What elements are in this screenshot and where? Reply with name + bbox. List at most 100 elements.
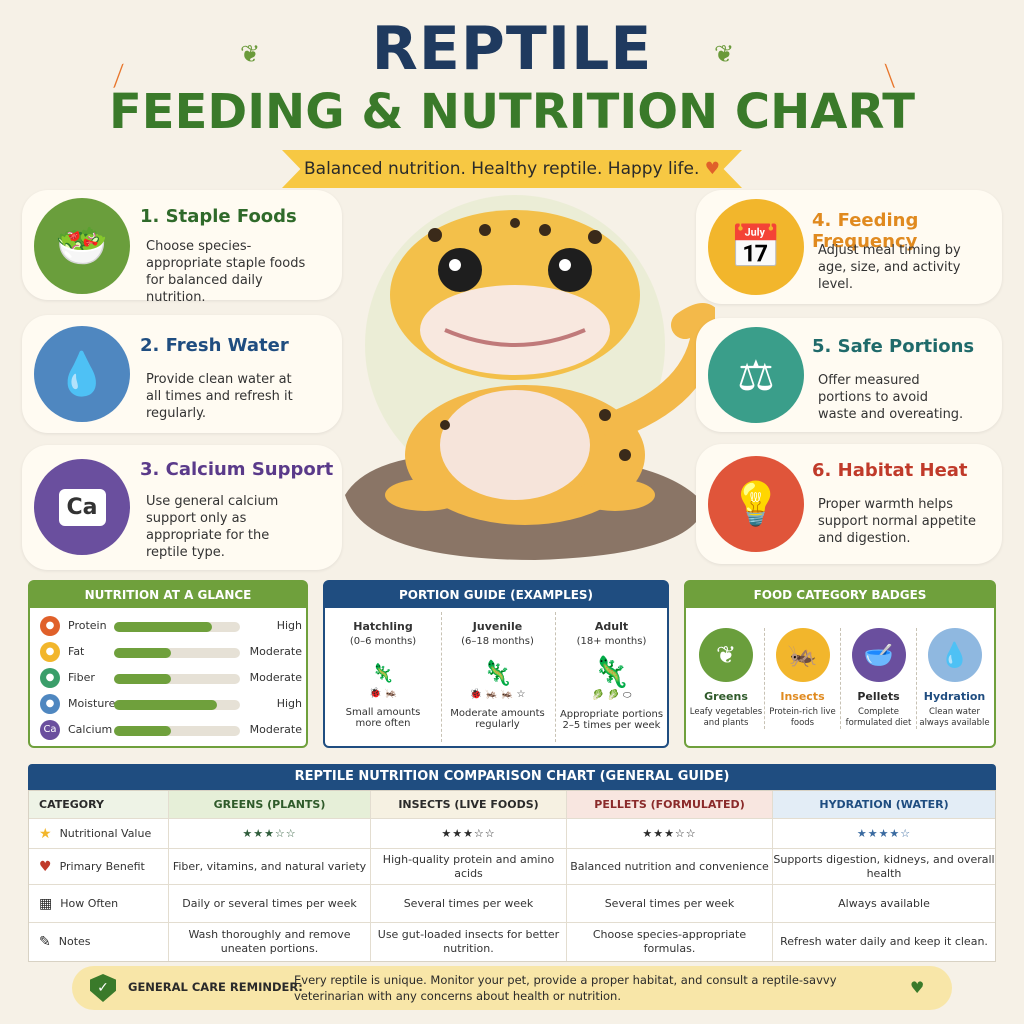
- heart-icon: ♥: [704, 159, 721, 179]
- nutrient-icon: Ca: [40, 720, 60, 740]
- table-row: ✎ Notes Wash thoroughly and remove uneate…: [29, 923, 995, 961]
- reminder-label: GENERAL CARE REMINDER:: [128, 980, 303, 994]
- table-cell: ★★★☆☆: [567, 819, 773, 848]
- gecko-silhouette-icon: 🦎: [371, 663, 395, 684]
- tagline-ribbon: Balanced nutrition. Healthy reptile. Hap…: [282, 150, 742, 188]
- portion-col-hatchling: Hatchling (0–6 months) 🦎 🐞 🦗 Small amoun…: [327, 612, 439, 742]
- table-cell: Wash thoroughly and remove uneaten porti…: [169, 923, 371, 961]
- comparison-table: CATEGORY GREENS (PLANTS) INSECTS (LIVE F…: [28, 790, 996, 962]
- nutrient-bar: [114, 726, 240, 736]
- calendar-clock-icon: 📅: [708, 199, 804, 295]
- food-category-badges-panel: FOOD CATEGORY BADGES ❦ Greens Leafy vege…: [684, 580, 996, 748]
- food-pieces-icon: 🥬 🥬 ⬭: [591, 690, 632, 701]
- nutrient-level: Moderate: [249, 723, 302, 736]
- table-row: ♥ Primary Benefit Fiber, vitamins, and na…: [29, 849, 995, 885]
- badge-hydration: 💧 Hydration Clean water always available: [916, 628, 992, 729]
- nutrient-level: High: [276, 697, 302, 710]
- table-cell: Fiber, vitamins, and natural variety: [169, 849, 371, 884]
- leopard-gecko-illustration: [345, 195, 715, 560]
- table-cell: Always available: [838, 896, 930, 910]
- nutrient-level: High: [276, 619, 302, 632]
- table-cell: ★★★☆☆: [169, 819, 371, 848]
- nutrition-row: ● Protein High: [40, 616, 302, 636]
- food-pieces-icon: 🐞 🦗: [368, 688, 398, 699]
- card-title: 2. Fresh Water: [140, 335, 289, 356]
- nutrient-bar: [114, 674, 240, 684]
- table-cell: Several times per week: [371, 885, 567, 922]
- row-label: ★ Nutritional Value: [29, 819, 169, 848]
- care-reminder-banner: ✓ GENERAL CARE REMINDER: Every reptile i…: [72, 966, 952, 1010]
- water-bowl-icon: 💧: [34, 326, 130, 422]
- notes-icon: ✎: [39, 934, 51, 950]
- table-cell: Supports digestion, kidneys, and overall…: [773, 852, 995, 880]
- row-label: ♥ Primary Benefit: [29, 849, 169, 884]
- panel-title: FOOD CATEGORY BADGES: [686, 582, 994, 608]
- table-cell: Choose species-appropriate formulas.: [567, 923, 773, 961]
- calcium-jar-icon: Ca: [34, 459, 130, 555]
- table-header: INSECTS (LIVE FOODS): [371, 791, 567, 818]
- card-habitat-heat: 💡 6. Habitat Heat Proper warmth helps su…: [696, 444, 1002, 564]
- table-cell: High-quality protein and amino acids: [371, 849, 567, 884]
- nutrient-icon: ●: [40, 694, 60, 714]
- card-feeding-frequency: 📅 4. Feeding Frequency Adjust meal timin…: [696, 190, 1002, 304]
- nutrition-row: Ca Calcium Moderate: [40, 720, 302, 740]
- card-desc: Proper warmth helps support normal appet…: [818, 497, 976, 546]
- row-label: ▦ How Often: [29, 885, 169, 922]
- card-desc: Provide clean water at all times and ref…: [146, 372, 293, 421]
- nutrient-level: Moderate: [249, 645, 302, 658]
- page-title-line1: REPTILE: [371, 14, 653, 84]
- heart-icon: ♥: [39, 858, 52, 875]
- calendar-icon: ▦: [39, 895, 53, 912]
- panel-title: NUTRITION AT A GLANCE: [30, 582, 306, 608]
- reminder-text: Every reptile is unique. Monitor your pe…: [294, 973, 837, 1003]
- card-desc: Adjust meal timing by age, size, and act…: [818, 243, 961, 292]
- card-title: 3. Calcium Support: [140, 459, 334, 480]
- table-header: GREENS (PLANTS): [169, 791, 371, 818]
- salad-bowl-icon: 🥗: [34, 198, 130, 294]
- card-title: 5. Safe Portions: [812, 336, 975, 357]
- star-icon: ★: [39, 825, 52, 842]
- nutrition-at-a-glance-panel: NUTRITION AT A GLANCE ● Protein High ● Fat Mo…: [28, 580, 308, 748]
- heart-icon: ♥: [910, 978, 925, 997]
- badge-pellets: 🥣 Pellets Complete formulated diet: [840, 628, 916, 729]
- portion-guide-panel: PORTION GUIDE (EXAMPLES) Hatchling (0–6 …: [323, 580, 669, 748]
- nutrient-icon: ●: [40, 616, 60, 636]
- nutrient-label: Calcium: [68, 723, 113, 736]
- heat-lamp-icon: 💡: [708, 456, 804, 552]
- badge-insects: 🦗 Insects Protein-rich live foods: [764, 628, 840, 729]
- badge-greens: ❦ Greens Leafy vegetables and plants: [688, 628, 764, 729]
- table-cell: Refresh water daily and keep it clean.: [780, 935, 988, 948]
- card-title: 4. Feeding Frequency: [812, 210, 919, 252]
- portion-col-juvenile: Juvenile (6–18 months) 🦎 🐞 🦗 🦗 ☆ Moderat…: [441, 612, 553, 742]
- card-desc: Use general calcium support only as appr…: [146, 494, 279, 560]
- nutrient-icon: ●: [40, 668, 60, 688]
- nutrient-label: Fat: [68, 645, 85, 658]
- nutrient-icon: ●: [40, 642, 60, 662]
- card-staple-foods: 🥗 1. Staple Foods Choose species-appropr…: [22, 190, 342, 305]
- table-cell: Several times per week: [567, 885, 773, 922]
- card-safe-portions: ⚖ 5. Safe Portions Offer measured portio…: [696, 318, 1002, 432]
- page-title-line2: FEEDING & NUTRITION CHART: [108, 84, 915, 140]
- card-title: 6. Habitat Heat: [812, 460, 968, 481]
- gecko-silhouette-icon: 🦎: [482, 659, 513, 687]
- table-row: ▦ How Often Daily or several times per we…: [29, 885, 995, 923]
- food-pieces-icon: 🐞 🦗 🦗 ☆: [469, 689, 526, 700]
- card-desc: Choose species-appropriate staple foods …: [146, 239, 306, 305]
- table-cell: ★★★☆☆: [371, 819, 567, 848]
- tagline-text: Balanced nutrition. Healthy reptile. Hap…: [303, 159, 700, 179]
- portion-col-adult: Adult (18+ months) 🦎 🥬 🥬 ⬭ Appropriate p…: [555, 612, 667, 742]
- nutrient-label: Protein: [68, 619, 107, 632]
- table-row: ★ Nutritional Value ★★★☆☆ ★★★☆☆ ★★★☆☆ ★★★…: [29, 819, 995, 849]
- table-cell: Use gut-loaded insects for better nutrit…: [371, 923, 567, 961]
- table-header: CATEGORY: [29, 791, 169, 818]
- leaf-icon: ❦: [699, 628, 753, 682]
- nutrient-bar: [114, 622, 240, 632]
- nutrient-label: Moisture: [68, 697, 116, 710]
- pellet-bowl-icon: 🥣: [851, 628, 906, 682]
- nutrient-bar: [114, 700, 240, 710]
- nutrition-row: ● Fiber Moderate: [40, 668, 302, 688]
- table-cell: Balanced nutrition and convenience: [567, 849, 773, 884]
- kitchen-scale-icon: ⚖: [708, 327, 804, 423]
- card-title: 1. Staple Foods: [140, 206, 297, 227]
- table-header-row: CATEGORY GREENS (PLANTS) INSECTS (LIVE F…: [29, 791, 995, 819]
